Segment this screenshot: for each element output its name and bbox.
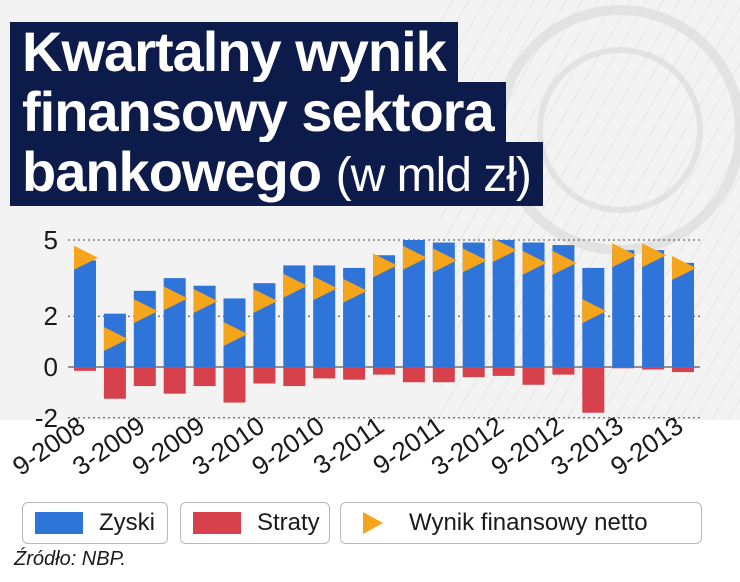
- legend-label-losses: Straty: [257, 509, 320, 536]
- y-tick-label: -2: [35, 403, 58, 433]
- chart-title-unit: (w mld zł): [335, 149, 532, 202]
- x-axis-ticks: 9-20083-20099-20093-20109-20103-20119-20…: [7, 410, 689, 481]
- legend-item-losses: Straty: [180, 502, 330, 544]
- profit-bar: [552, 245, 575, 367]
- loss-bar: [193, 367, 216, 387]
- profit-bar: [462, 242, 485, 367]
- net-result-marker: [223, 321, 248, 346]
- loss-bar: [672, 367, 694, 373]
- legend-item-net: Wynik finansowy netto: [340, 502, 702, 544]
- net-result-marker: [582, 299, 607, 324]
- net-result-marker: [462, 248, 487, 273]
- net-result-marker: [522, 250, 547, 275]
- bar-chart: 5 2 0 -2 9-20083-20099-20093-20109-20103-20…: [7, 225, 700, 481]
- loss-bar: [133, 367, 156, 387]
- triangle-marker-icon: [363, 512, 383, 534]
- net-result-marker: [432, 248, 457, 273]
- y-tick-label: 0: [44, 352, 58, 382]
- loss-bar: [642, 367, 665, 370]
- profit-bar: [74, 260, 96, 367]
- net-result-marker: [253, 288, 278, 313]
- profit-bar: [522, 242, 545, 367]
- net-result-marker: [642, 243, 667, 268]
- loss-bar: [163, 367, 186, 394]
- loss-bar: [103, 367, 126, 399]
- y-axis-ticks: 5 2 0 -2: [35, 225, 58, 433]
- loss-bar: [612, 367, 635, 369]
- chart-title-line-3: bankowego (w mld zł): [10, 142, 543, 206]
- loss-bar: [552, 367, 575, 375]
- net-result-marker: [343, 278, 368, 303]
- net-result-marker: [103, 327, 128, 352]
- net-result-marker: [163, 286, 188, 311]
- bars: [74, 240, 694, 413]
- loss-bar: [283, 367, 306, 387]
- net-result-marker: [612, 243, 637, 268]
- legend-label-net: Wynik finansowy netto: [409, 509, 648, 536]
- y-tick-label: 2: [44, 301, 58, 331]
- net-result-marker: [552, 250, 577, 275]
- profit-bar: [642, 250, 665, 367]
- chart-title-line-2: finansowy sektora: [10, 82, 506, 142]
- legend-label-profits: Zyski: [99, 509, 155, 536]
- profit-bar: [492, 240, 515, 367]
- source-note: Źródło: NBP.: [14, 548, 126, 570]
- loss-bar: [253, 367, 276, 384]
- loss-bar: [313, 367, 336, 379]
- loss-bar: [343, 367, 366, 380]
- net-result-marker: [373, 253, 397, 278]
- loss-bar: [492, 367, 515, 376]
- loss-bar: [74, 367, 96, 371]
- net-result-marker: [313, 276, 338, 301]
- net-result-markers: [74, 238, 696, 352]
- legend-item-profits: Zyski: [22, 502, 168, 544]
- net-result-marker: [672, 255, 696, 280]
- profit-bar: [432, 242, 455, 367]
- net-result-marker: [492, 238, 517, 263]
- loss-bar: [582, 367, 605, 413]
- profit-bar: [373, 255, 395, 367]
- net-result-marker: [133, 299, 158, 324]
- loss-bar: [402, 367, 425, 383]
- profits-swatch: [35, 512, 83, 534]
- net-result-marker: [402, 245, 427, 270]
- loss-bar: [432, 367, 455, 383]
- net-result-marker: [193, 288, 218, 313]
- profit-bar: [402, 240, 425, 367]
- chart-title-line-1: Kwartalny wynik: [10, 22, 458, 82]
- net-result-marker: [283, 273, 308, 298]
- loss-bar: [462, 367, 485, 378]
- profit-bar: [672, 262, 694, 367]
- loss-bar: [522, 367, 545, 385]
- loss-bar: [373, 367, 395, 375]
- loss-bar: [223, 367, 246, 403]
- y-tick-label: 5: [44, 225, 58, 255]
- profit-bar: [612, 250, 635, 367]
- net-result-marker: [74, 245, 98, 270]
- losses-swatch: [193, 512, 241, 534]
